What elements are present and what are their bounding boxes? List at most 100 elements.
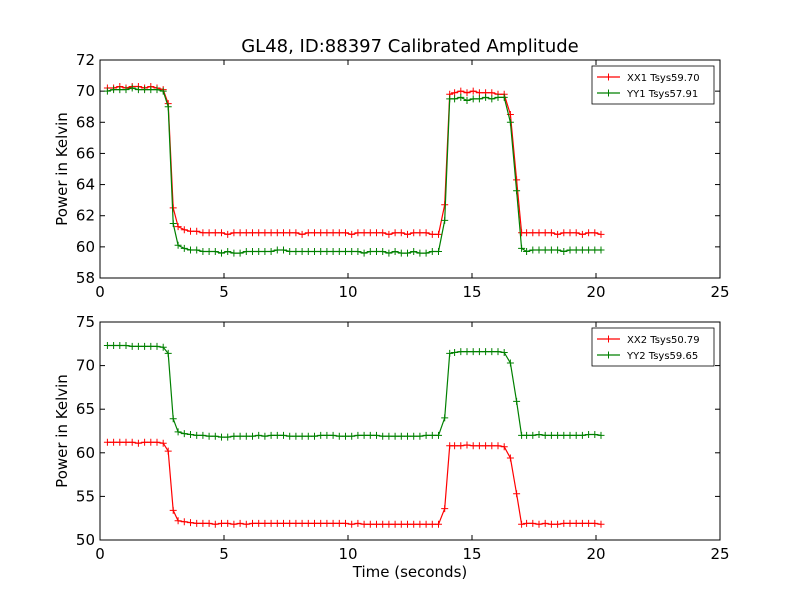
data-point — [230, 249, 238, 257]
y-tick-label: 55 — [76, 487, 95, 505]
data-point — [122, 438, 130, 446]
data-point — [404, 520, 411, 528]
data-point — [360, 520, 368, 528]
data-point — [280, 246, 287, 254]
data-point — [311, 519, 318, 527]
legend-entry: YY1 Tsys57.91 — [626, 89, 698, 100]
data-point — [554, 520, 562, 528]
chart-title: GL48, ID:88397 Calibrated Amplitude — [241, 36, 579, 57]
y-tick-label: 60 — [76, 238, 95, 256]
data-point — [230, 229, 238, 237]
data-point — [435, 230, 442, 238]
data-point — [585, 431, 593, 438]
x-tick-label: 25 — [710, 283, 729, 301]
data-point — [441, 414, 449, 422]
data-point — [506, 454, 514, 462]
data-point — [199, 519, 207, 527]
data-point — [180, 244, 188, 252]
data-point — [174, 241, 182, 249]
data-point — [379, 520, 387, 528]
data-point — [153, 342, 161, 350]
data-point — [218, 519, 225, 527]
data-point — [335, 248, 343, 255]
data-point — [572, 246, 580, 254]
legend-box — [591, 65, 715, 105]
data-point — [261, 432, 269, 440]
data-point — [273, 229, 281, 237]
data-point — [103, 342, 111, 349]
data-point — [205, 432, 213, 440]
legend: XX1 Tsys59.70 YY1 Tsys57.91 — [591, 65, 715, 105]
data-point — [422, 431, 430, 439]
data-point — [428, 431, 436, 439]
data-point — [541, 229, 549, 237]
y-axis-label: Power in Kelvin — [53, 374, 71, 488]
y-tick-label: 70 — [76, 357, 95, 375]
data-point — [416, 520, 424, 528]
data-point — [482, 442, 490, 450]
data-point — [366, 248, 374, 255]
data-point — [422, 229, 430, 237]
data-point — [506, 118, 514, 126]
data-point — [342, 519, 349, 527]
x-tick-label: 20 — [586, 545, 605, 563]
data-point — [255, 431, 263, 439]
data-point — [591, 246, 599, 254]
y-tick-label: 70 — [76, 82, 95, 100]
data-point — [261, 248, 269, 255]
data-point — [560, 229, 568, 237]
data-point — [518, 520, 526, 528]
data-point — [366, 520, 374, 528]
data-point — [354, 248, 362, 255]
data-point — [585, 519, 593, 527]
x-tick-label: 15 — [462, 545, 481, 563]
data-point — [451, 89, 459, 97]
data-point — [366, 431, 374, 439]
data-point — [391, 229, 399, 237]
data-point — [230, 520, 238, 528]
data-point — [591, 519, 599, 527]
data-point — [397, 432, 405, 440]
data-point — [180, 430, 188, 438]
data-point — [211, 248, 219, 255]
data-point — [373, 248, 380, 255]
data-point — [122, 86, 130, 94]
data-point — [529, 229, 537, 237]
data-point — [174, 517, 182, 525]
data-point — [391, 248, 399, 255]
data-point — [523, 519, 531, 527]
data-point — [286, 248, 294, 255]
data-point — [128, 438, 136, 446]
data-point — [469, 442, 477, 450]
data-point — [547, 246, 555, 254]
data-point — [116, 438, 124, 446]
y-axis-label: Power in Kelvin — [53, 112, 71, 226]
data-point — [529, 246, 537, 254]
y-tick-label: 62 — [76, 207, 95, 225]
data-point — [116, 86, 124, 94]
data-point — [211, 229, 219, 237]
data-point — [342, 432, 349, 440]
data-point — [354, 519, 362, 527]
data-point — [164, 103, 172, 111]
data-point — [199, 229, 207, 237]
data-point — [513, 490, 521, 498]
legend-marker — [605, 89, 612, 97]
data-point — [348, 520, 356, 528]
data-point — [410, 229, 418, 237]
data-point — [500, 93, 508, 101]
data-point — [475, 348, 483, 356]
data-point — [597, 520, 605, 528]
data-point — [410, 520, 418, 528]
data-point — [469, 95, 477, 103]
data-point — [280, 431, 287, 439]
data-point — [164, 349, 172, 357]
data-point — [323, 248, 331, 255]
data-point — [523, 248, 531, 255]
data-point — [169, 220, 177, 227]
data-point — [141, 438, 149, 446]
data-point — [323, 431, 331, 439]
y-tick-label: 50 — [76, 531, 95, 549]
data-point — [547, 431, 555, 439]
data-point — [292, 248, 300, 255]
